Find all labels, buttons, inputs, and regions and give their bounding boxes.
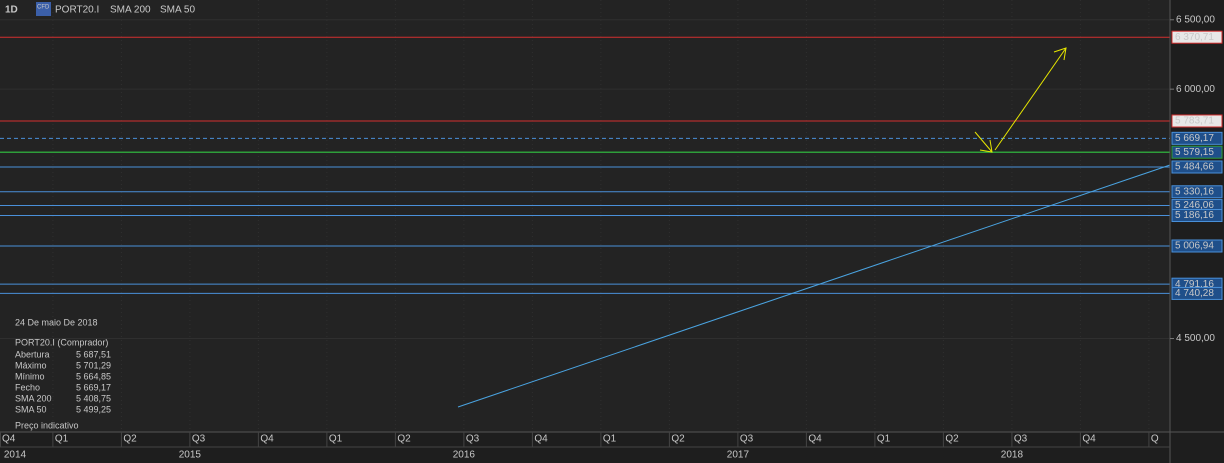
levels [0, 36, 1170, 294]
info-rows: Abertura 5 687,51 Máximo 5 701,29 Mínimo 5 66… [15, 349, 111, 414]
year-label: 2015 [179, 450, 202, 461]
level-label: 5 484,66 [1175, 162, 1214, 173]
info-value: 5 669,17 [76, 382, 111, 392]
x-tick-label: Q1 [55, 434, 69, 445]
x-tick-label: Q1 [329, 434, 343, 445]
x-tick-label: Q2 [945, 434, 959, 445]
level-label: 4 791,16 [1175, 279, 1214, 290]
level-label: 5 669,17 [1175, 133, 1214, 144]
annotation-arrows [974, 47, 1067, 153]
level-label: 5 186,16 [1175, 210, 1214, 221]
timeframe: 1D [5, 5, 18, 16]
info-title: PORT20.I (Comprador) [15, 337, 108, 347]
badge: CFD [37, 5, 50, 11]
info-value: 5 408,75 [76, 393, 111, 403]
trend-line [457, 164, 1171, 408]
x-tick-label: Q1 [603, 434, 617, 445]
level-label: 5 783,71 [1175, 116, 1214, 127]
level-label-box [1171, 286, 1223, 300]
legend-sma200: SMA 200 [110, 5, 151, 16]
year-label: 2014 [4, 450, 27, 461]
x-tick-label: Q [1151, 434, 1159, 445]
info-label: Máximo [15, 360, 47, 370]
info-label: Fecho [15, 382, 40, 392]
x-tick-label: Q1 [877, 434, 891, 445]
x-tick-label: Q3 [1014, 434, 1028, 445]
y-tick-label: 6 500,00 [1176, 14, 1215, 25]
level-label-box [1171, 239, 1223, 253]
x-tick-label: Q4 [1082, 434, 1096, 445]
level-label-box [1171, 30, 1223, 44]
level-label: 6 370,71 [1175, 32, 1214, 43]
year-label: 2017 [727, 450, 750, 461]
x-tick-label: Q3 [740, 434, 754, 445]
badge-box [36, 2, 51, 16]
year-label: 2016 [453, 450, 476, 461]
x-tick-label: Q2 [397, 434, 411, 445]
x-tick-label: Q3 [466, 434, 480, 445]
info-value: 5 664,85 [76, 371, 111, 381]
level-label-box [1171, 209, 1223, 223]
level-label: 5 246,06 [1175, 200, 1214, 211]
legend-sma50: SMA 50 [160, 5, 195, 16]
level-label-box [1171, 114, 1223, 128]
x-tick-label: Q3 [192, 434, 206, 445]
x-tick-label: Q4 [2, 434, 16, 445]
level-label-box [1171, 160, 1223, 174]
info-value: 5 499,25 [76, 404, 111, 414]
y-tick-label: 4 500,00 [1176, 333, 1215, 344]
level-label: 4 740,28 [1175, 288, 1214, 299]
year-label: 2018 [1001, 450, 1024, 461]
x-tick-label: Q4 [260, 434, 274, 445]
level-label-box [1171, 185, 1223, 199]
info-note: Preço indicativo [15, 420, 79, 430]
info-value: 5 701,29 [76, 360, 111, 370]
level-label: 5 006,94 [1175, 241, 1214, 252]
header: 1D CFD PORT20.I SMA 200 SMA 50 [5, 2, 195, 16]
info-value: 5 687,51 [76, 349, 111, 359]
x-tick-label: Q4 [534, 434, 548, 445]
legend-price: PORT20.I [55, 5, 99, 16]
x-tick-label: Q4 [808, 434, 822, 445]
info-label: SMA 200 [15, 393, 52, 403]
info-panel: 24 De maio De 2018 PORT20.I (Comprador) … [15, 317, 111, 430]
level-label: 5 579,15 [1175, 147, 1214, 158]
y-tick-label: 6 000,00 [1176, 84, 1215, 95]
info-date: 24 De maio De 2018 [15, 317, 98, 327]
info-label: Abertura [15, 349, 50, 359]
level-label-box [1171, 145, 1223, 159]
axes: 6 500,00 6 000,00 4 500,00 Q4 Q1 Q2 Q3 Q4 Q1 Q2 Q3… [0, 14, 1223, 461]
level-label: 5 330,16 [1175, 186, 1214, 197]
info-label: Mínimo [15, 371, 45, 381]
x-tick-label: Q2 [123, 434, 137, 445]
level-label-box [1171, 131, 1223, 145]
x-tick-label: Q2 [671, 434, 685, 445]
info-label: SMA 50 [15, 404, 47, 414]
